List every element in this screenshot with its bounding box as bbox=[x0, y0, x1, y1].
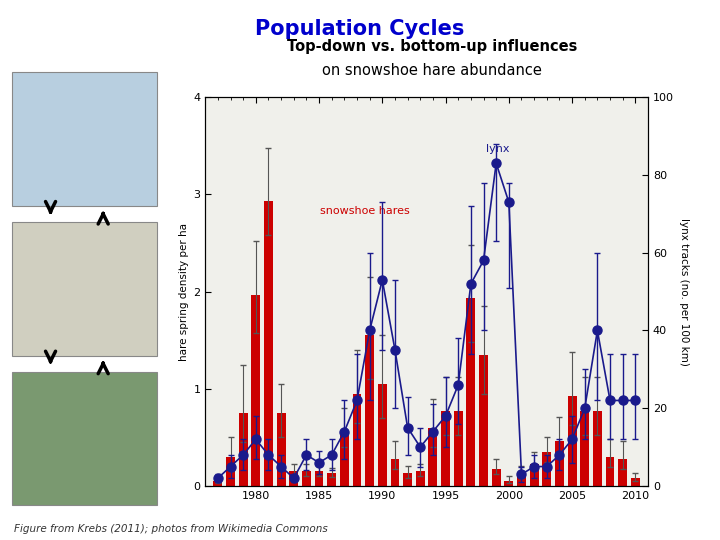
Bar bbox=[390, 459, 400, 486]
Bar bbox=[492, 469, 500, 486]
Text: on snowshoe hare abundance: on snowshoe hare abundance bbox=[322, 63, 542, 78]
Bar bbox=[403, 474, 412, 486]
Bar bbox=[340, 433, 348, 486]
Bar bbox=[567, 396, 577, 486]
Y-axis label: hare spring density per ha: hare spring density per ha bbox=[179, 222, 189, 361]
Bar bbox=[530, 464, 539, 486]
Bar bbox=[12, 72, 158, 206]
Bar bbox=[213, 481, 222, 486]
Bar bbox=[264, 201, 273, 486]
Text: Population Cycles: Population Cycles bbox=[256, 19, 464, 39]
Bar bbox=[580, 411, 589, 486]
Bar bbox=[12, 372, 158, 505]
Bar bbox=[631, 478, 640, 486]
Text: Top-down vs. bottom-up influences: Top-down vs. bottom-up influences bbox=[287, 39, 577, 54]
Bar bbox=[454, 411, 463, 486]
Bar bbox=[593, 411, 602, 486]
Bar bbox=[315, 471, 323, 486]
Text: lynx: lynx bbox=[487, 144, 510, 154]
Bar bbox=[505, 481, 513, 486]
Bar bbox=[618, 459, 627, 486]
Bar bbox=[606, 457, 614, 486]
Bar bbox=[542, 452, 552, 486]
Bar bbox=[12, 222, 158, 356]
Bar bbox=[378, 384, 387, 486]
Bar bbox=[479, 355, 488, 486]
Bar bbox=[428, 428, 437, 486]
Bar bbox=[239, 413, 248, 486]
Bar bbox=[416, 471, 425, 486]
Bar bbox=[353, 394, 361, 486]
Bar bbox=[467, 299, 475, 486]
Text: Figure from Krebs (2011); photos from Wikimedia Commons: Figure from Krebs (2011); photos from Wi… bbox=[14, 523, 328, 534]
Bar bbox=[276, 413, 286, 486]
Bar bbox=[441, 411, 450, 486]
Bar bbox=[328, 474, 336, 486]
Bar bbox=[555, 441, 564, 486]
Bar bbox=[289, 471, 298, 486]
Bar bbox=[251, 294, 260, 486]
Bar bbox=[302, 471, 311, 486]
Y-axis label: lynx tracks (no. per 100 km): lynx tracks (no. per 100 km) bbox=[680, 218, 690, 366]
Bar bbox=[517, 474, 526, 486]
Bar bbox=[226, 457, 235, 486]
Text: snowshoe hares: snowshoe hares bbox=[320, 206, 410, 216]
Bar bbox=[365, 335, 374, 486]
